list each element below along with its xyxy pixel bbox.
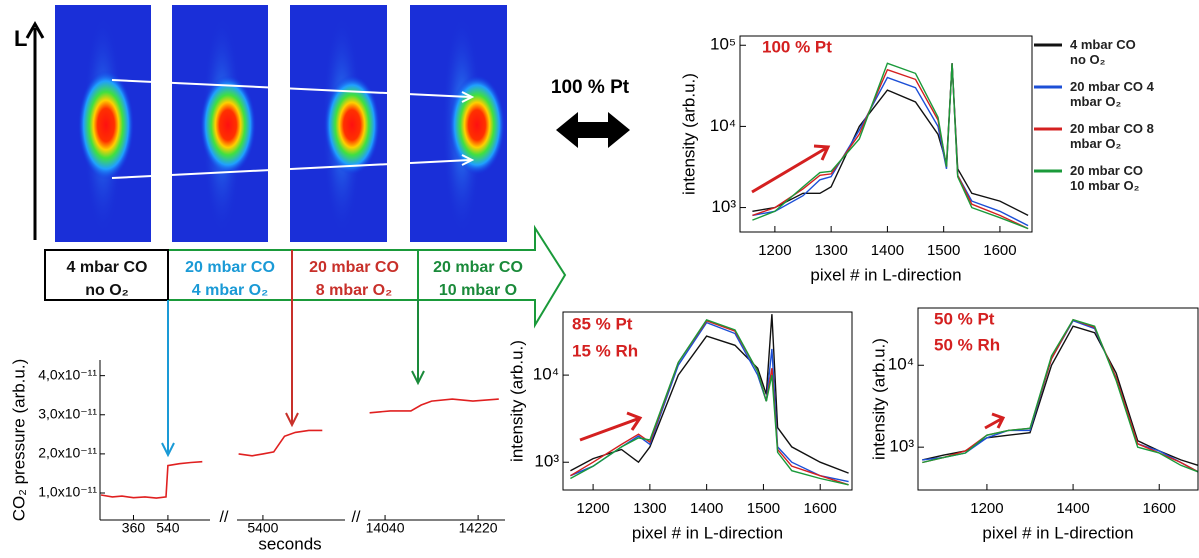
condition-box [44, 249, 169, 301]
trend-arrow [579, 411, 643, 442]
double-arrow [556, 112, 630, 148]
x-tick-label: 1200 [970, 500, 1003, 517]
x-tick-label: 1600 [1143, 500, 1176, 517]
panel-label: 50 % Rh [934, 335, 1000, 354]
x-tick-label: 14040 [366, 520, 405, 536]
y-axis-label: intensity (arb.u.) [679, 73, 698, 195]
series-line [238, 429, 323, 457]
x-axis-label: pixel # in L-direction [810, 265, 961, 284]
legend-entry: 4 mbar CO no O₂ [1070, 37, 1136, 67]
y-tick-label: 2,0x10⁻¹¹ [38, 445, 97, 461]
series-line [752, 63, 1029, 230]
series-line [369, 398, 499, 414]
series-line [570, 319, 849, 486]
x-tick-label: 1200 [758, 242, 791, 259]
image-spot [324, 75, 380, 175]
x-tick-label: 1500 [927, 242, 960, 259]
x-axis-label: seconds [258, 534, 321, 553]
series-line [570, 314, 849, 474]
y-tick-label: 10³ [711, 197, 736, 216]
legend-entry: 20 mbar CO 4 mbar O₂ [1070, 79, 1154, 109]
panel-label: 15 % Rh [572, 341, 638, 360]
drop-arrow [411, 300, 425, 386]
y-tick-label: 3,0x10⁻¹¹ [38, 405, 97, 421]
series-line [922, 318, 1199, 473]
trend-arrow [984, 412, 1006, 430]
y-tick-label: 10⁵ [710, 35, 736, 54]
x-axis-label: pixel # in L-direction [982, 523, 1133, 542]
axis-break: // [220, 509, 229, 526]
y-tick-label: 1,0x10⁻¹¹ [38, 484, 97, 500]
condition-label: 4 mbar CO [67, 259, 148, 276]
condition-label: 20 mbar CO [309, 259, 399, 276]
x-axis-label: pixel # in L-direction [632, 523, 783, 542]
x-tick-label: 1400 [690, 500, 723, 517]
conditions: 4 mbar CO no O₂ 20 mbar CO 4 mbar O₂ 20 mbar… [67, 259, 523, 299]
y-tick-label: 10³ [889, 437, 914, 456]
x-tick-label: 360 [122, 520, 146, 536]
y-axis-label: intensity (arb.u.) [507, 340, 526, 462]
series-line [752, 63, 1029, 217]
condition-label: 20 mbar CO [185, 259, 275, 276]
plot-frame [562, 311, 853, 491]
diffraction-images [55, 5, 507, 242]
image-spot [449, 75, 505, 175]
x-tick-label: 1600 [804, 500, 837, 517]
condition-label: 4 mbar O₂ [192, 282, 268, 299]
image-spot [78, 70, 134, 180]
panel-label: 85 % Pt [572, 314, 633, 333]
condition-label: 20 mbar CO [433, 259, 523, 276]
y-tick-label: 4,0x10⁻¹¹ [38, 366, 97, 382]
x-tick-label: 1200 [576, 500, 609, 517]
legend-entry: 20 mbar CO 10 mbar O₂ [1070, 163, 1143, 193]
condition-label: no O₂ [85, 282, 129, 299]
y-axis-label: intensity (arb.u.) [869, 338, 888, 460]
guide-line [111, 79, 471, 98]
axis-break: // [352, 509, 361, 526]
x-tick-label: 1400 [1056, 500, 1089, 517]
legend-entry: 20 mbar CO 8 mbar O₂ [1070, 121, 1154, 151]
image-spot [200, 75, 256, 175]
guide-arrowhead [461, 91, 475, 166]
x-tick-label: 5400 [247, 520, 278, 536]
x-tick-label: 1300 [633, 500, 666, 517]
x-tick-label: 1500 [747, 500, 780, 517]
l-axis-arrow [25, 20, 45, 39]
y-tick-label: 10³ [534, 452, 559, 471]
x-tick-label: 1300 [814, 242, 847, 259]
guide-line [111, 159, 471, 179]
x-tick-label: 1400 [871, 242, 904, 259]
trend-arrow [751, 144, 831, 194]
plot-frame [739, 35, 1033, 233]
panel-label: 50 % Pt [934, 309, 995, 328]
series-line [752, 62, 1029, 230]
plot-frame [917, 307, 1199, 491]
y-tick-label: 10⁴ [710, 116, 736, 135]
condition-label: 10 mbar O [439, 282, 517, 299]
l-axis-label: L [14, 26, 27, 51]
x-tick-label: 540 [156, 520, 180, 536]
series-line [752, 63, 1029, 227]
panel-label: 100 % Pt [762, 37, 832, 56]
y-tick-label: 10⁴ [533, 365, 559, 384]
drop-arrow [285, 300, 299, 428]
x-tick-label: 1600 [983, 242, 1016, 259]
series-line [100, 460, 203, 499]
x-tick-label: 14220 [459, 520, 498, 536]
condition-arrow [168, 224, 567, 329]
condition-label: 8 mbar O₂ [316, 282, 392, 299]
y-tick-label: 10⁴ [888, 355, 914, 374]
y-axis-label: CO₂ pressure (arb.u.) [9, 359, 28, 521]
exchange-label: 100 % Pt [551, 77, 630, 98]
drop-arrow [161, 300, 175, 458]
